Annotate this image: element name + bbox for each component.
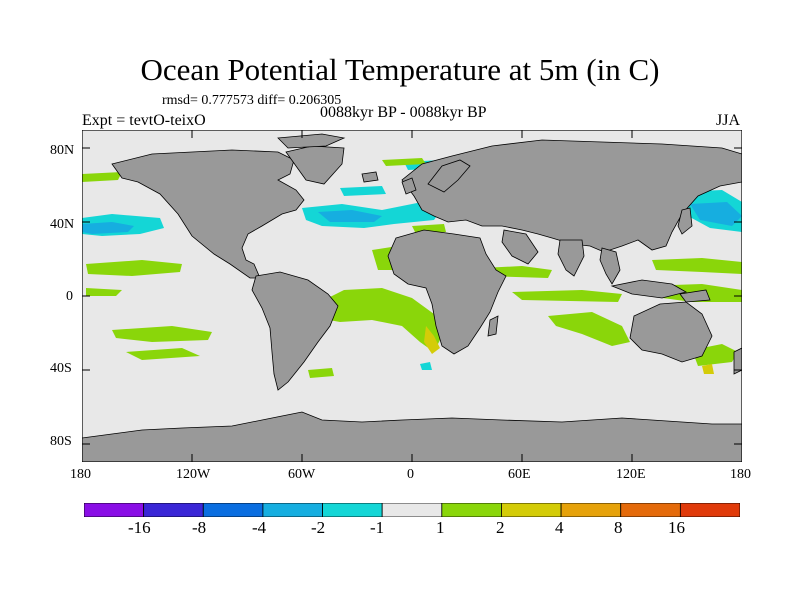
colorbar-swatch xyxy=(143,503,204,517)
new-zealand xyxy=(733,347,742,375)
lat-tick-label: 40S xyxy=(50,361,72,376)
colorbar-label: 1 xyxy=(436,518,445,537)
anomaly-field xyxy=(82,158,742,378)
lon-tick-label: 60E xyxy=(508,467,531,482)
antarctica xyxy=(82,411,742,462)
eurasia xyxy=(401,139,742,253)
colorbar xyxy=(84,503,740,517)
lon-tick-label: 0 xyxy=(407,467,414,482)
japan xyxy=(677,207,693,235)
iceland xyxy=(361,171,379,183)
axis-ticks xyxy=(82,130,742,462)
anomaly-patch xyxy=(308,368,334,378)
anomaly-patch xyxy=(702,364,714,374)
new-guinea xyxy=(679,289,711,303)
colorbar-label: -1 xyxy=(370,518,385,537)
anomaly-patch xyxy=(512,290,622,302)
indonesia xyxy=(610,279,688,299)
colorbar-label: -8 xyxy=(192,518,207,537)
south-america xyxy=(251,271,339,391)
lon-tick-label: 180 xyxy=(70,467,91,482)
australia xyxy=(629,301,713,363)
lat-tick-label: 0 xyxy=(66,289,73,304)
lat-tick-label: 80S xyxy=(50,434,72,449)
colorbar-label: -2 xyxy=(311,518,326,537)
africa xyxy=(387,229,507,355)
anomaly-patch xyxy=(82,172,122,182)
anomaly-patch xyxy=(318,210,382,222)
chart-title: Ocean Potential Temperature at 5m (in C) xyxy=(140,52,660,87)
anomaly-patch xyxy=(424,326,440,354)
colorbar-label: 8 xyxy=(614,518,623,537)
uk xyxy=(401,177,417,195)
colorbar-swatch xyxy=(620,503,681,517)
colorbar-label: 4 xyxy=(555,518,564,537)
anomaly-patch xyxy=(652,258,742,274)
land-masses xyxy=(82,133,742,462)
arctic-islands xyxy=(277,133,346,149)
colorbar-swatch xyxy=(202,503,264,517)
anomaly-patch xyxy=(82,222,134,234)
colorbar-swatch xyxy=(501,503,562,517)
colorbar-swatch xyxy=(441,503,502,517)
lon-tick-label: 120E xyxy=(616,467,646,482)
lat-tick-label: 40N xyxy=(50,217,75,232)
anomaly-patch xyxy=(548,312,630,346)
experiment-label: Expt = tevtO-teixO xyxy=(82,112,206,129)
scandinavia xyxy=(427,159,471,193)
anomaly-patch xyxy=(690,202,742,226)
anomaly-patch xyxy=(112,326,212,342)
colorbar-label: -16 xyxy=(128,518,151,537)
colorbar-swatch xyxy=(322,503,383,517)
anomaly-patch xyxy=(312,288,442,352)
anomaly-patch xyxy=(420,362,432,370)
colorbar-swatch xyxy=(679,503,740,517)
arabia xyxy=(501,229,539,265)
period-label: 0088kyr BP - 0088kyr BP xyxy=(320,104,487,121)
stats-line: rmsd= 0.777573 diff= 0.206305 xyxy=(162,93,342,108)
lat-tick-label: 80N xyxy=(50,143,75,158)
north-america xyxy=(111,149,305,279)
map-panel xyxy=(82,130,742,462)
colorbar-label: 16 xyxy=(668,518,685,537)
season-label: JJA xyxy=(715,112,740,129)
anomaly-patch xyxy=(340,186,386,196)
anomaly-patch xyxy=(86,288,122,296)
colorbar-swatch xyxy=(262,503,323,517)
colorbar-swatch xyxy=(84,503,145,517)
colorbar-swatch xyxy=(381,503,443,517)
anomaly-patch xyxy=(126,348,200,360)
lon-tick-label: 180 xyxy=(730,467,751,482)
anomaly-patch xyxy=(382,158,426,166)
lon-tick-label: 120W xyxy=(176,467,211,482)
india xyxy=(557,239,585,277)
colorbar-swatch xyxy=(560,503,622,517)
colorbar-label: -4 xyxy=(252,518,267,537)
colorbar-label: 2 xyxy=(496,518,505,537)
madagascar xyxy=(487,315,499,337)
southeast-asia xyxy=(599,247,621,285)
lon-tick-label: 60W xyxy=(288,467,316,482)
anomaly-patch xyxy=(86,260,182,276)
